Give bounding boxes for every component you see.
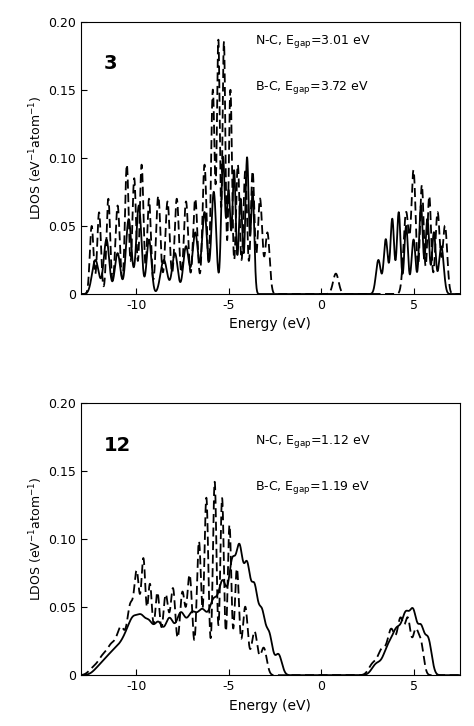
Text: B-C, E$_{\rm gap}$=3.72 eV: B-C, E$_{\rm gap}$=3.72 eV	[255, 79, 369, 96]
Text: B-C, E$_{\rm gap}$=1.19 eV: B-C, E$_{\rm gap}$=1.19 eV	[255, 479, 370, 496]
Text: N-C, E$_{\rm gap}$=3.01 eV: N-C, E$_{\rm gap}$=3.01 eV	[255, 33, 371, 49]
Text: N-C, E$_{\rm gap}$=1.12 eV: N-C, E$_{\rm gap}$=1.12 eV	[255, 433, 371, 450]
Text: 3: 3	[103, 54, 117, 73]
Text: 12: 12	[103, 436, 130, 454]
Y-axis label: LDOS (eV$^{-1}$atom$^{-1}$): LDOS (eV$^{-1}$atom$^{-1}$)	[27, 477, 45, 601]
Y-axis label: LDOS (eV$^{-1}$atom$^{-1}$): LDOS (eV$^{-1}$atom$^{-1}$)	[27, 96, 45, 220]
X-axis label: Energy (eV): Energy (eV)	[229, 698, 311, 713]
X-axis label: Energy (eV): Energy (eV)	[229, 317, 311, 332]
